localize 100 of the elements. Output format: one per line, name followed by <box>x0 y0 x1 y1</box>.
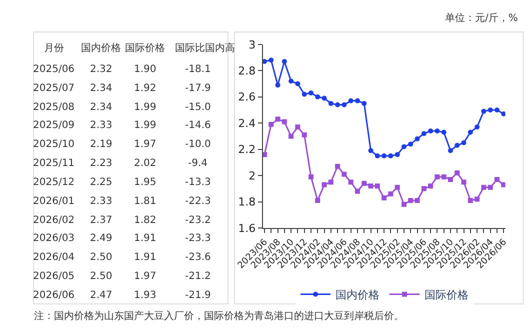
point <box>268 122 274 127</box>
data-label: 1.91 <box>134 252 156 263</box>
point <box>428 184 434 189</box>
point <box>262 152 267 158</box>
point <box>441 174 446 180</box>
point <box>414 136 420 142</box>
data-label: 1.99 <box>134 102 156 113</box>
point <box>354 188 360 194</box>
data-label: -21.2 <box>185 271 211 282</box>
legend-label: 国内价格 <box>336 288 380 302</box>
point <box>421 131 426 136</box>
y-tick-label: 3 <box>248 38 256 52</box>
point <box>441 130 446 135</box>
point <box>302 92 307 97</box>
point <box>448 148 453 154</box>
point <box>302 132 307 138</box>
data-label: 1.90 <box>134 64 156 75</box>
text: 注：国内价格为山东国产大豆入厂价，国际价格为青岛港口的进口大豆到岸税后价。 <box>34 310 404 322</box>
data-label: 2.33 <box>90 196 112 207</box>
point <box>488 184 493 190</box>
point <box>468 130 473 135</box>
point <box>474 124 480 130</box>
data-label: -21.9 <box>185 290 211 301</box>
data-label: 1.93 <box>134 290 156 301</box>
point <box>382 153 387 158</box>
data-label: 2.32 <box>90 64 112 75</box>
point <box>288 134 294 139</box>
point <box>268 58 274 63</box>
point <box>368 148 374 154</box>
point <box>501 182 506 188</box>
text: 月份 <box>44 43 64 54</box>
point <box>275 116 280 122</box>
data-label: -18.1 <box>185 64 211 75</box>
point <box>288 78 294 84</box>
data-label: -9.4 <box>188 158 208 169</box>
point <box>362 180 367 186</box>
point <box>474 196 480 202</box>
text: 国际比国内高 <box>175 42 235 54</box>
point <box>461 180 466 185</box>
data-label: -23.2 <box>185 215 211 226</box>
point <box>362 100 367 106</box>
point <box>408 198 414 203</box>
point <box>262 58 267 64</box>
data-label: -10.0 <box>185 139 211 150</box>
y-tick-label: 1.8 <box>238 196 256 209</box>
y-tick-label: 2 <box>248 169 256 182</box>
data-label: 2.02 <box>134 158 156 169</box>
point <box>501 111 506 116</box>
point <box>454 170 460 176</box>
point <box>421 186 426 192</box>
data-label: 1.97 <box>134 271 156 282</box>
text: 国内价格 <box>81 42 121 54</box>
data-label: 1.97 <box>134 139 156 150</box>
category-label: 2026/06 <box>33 290 75 301</box>
point <box>315 198 320 203</box>
data-label: 2.50 <box>90 252 112 263</box>
category-label: 2025/08 <box>33 102 75 113</box>
y-tick-label: 2.6 <box>238 90 256 104</box>
data-label: -23.6 <box>185 252 211 263</box>
data-label: 2.25 <box>90 177 112 188</box>
point <box>388 153 394 158</box>
point <box>295 124 300 130</box>
point <box>374 184 380 189</box>
data-label: -13.3 <box>185 177 211 188</box>
point <box>414 198 420 203</box>
category-label: 2025/10 <box>33 139 75 150</box>
data-label: 2.34 <box>90 83 112 94</box>
point <box>282 119 287 124</box>
point <box>394 152 400 158</box>
category-label: 2026/03 <box>33 233 75 244</box>
point <box>408 142 414 147</box>
point <box>282 58 287 64</box>
data-label: -17.9 <box>185 83 211 94</box>
point <box>308 174 314 180</box>
point <box>308 90 314 96</box>
data-label: 2.33 <box>90 120 112 131</box>
data-label: 2.19 <box>90 139 112 150</box>
point <box>315 94 320 100</box>
text: 单位：元/斤，% <box>445 12 518 24</box>
point <box>328 100 334 106</box>
point <box>401 144 406 150</box>
point <box>348 180 354 185</box>
y-tick-label: 2.4 <box>238 116 256 130</box>
data-label: 2.37 <box>90 215 112 226</box>
category-label: 2025/11 <box>33 158 75 169</box>
point <box>448 176 453 182</box>
legend-label: 国际价格 <box>424 288 469 302</box>
point <box>342 102 347 108</box>
point <box>388 191 394 196</box>
data-label: -15.0 <box>185 102 211 113</box>
category-label: 2025/12 <box>33 177 75 188</box>
point <box>354 98 360 104</box>
point <box>322 96 327 101</box>
data-label: 1.92 <box>134 83 156 94</box>
y-tick-label: 2.8 <box>238 64 256 78</box>
point <box>481 184 486 190</box>
data-label: 2.50 <box>90 271 112 282</box>
data-label: 1.82 <box>134 215 156 226</box>
point <box>434 128 440 134</box>
data-label: 2.34 <box>90 102 112 113</box>
